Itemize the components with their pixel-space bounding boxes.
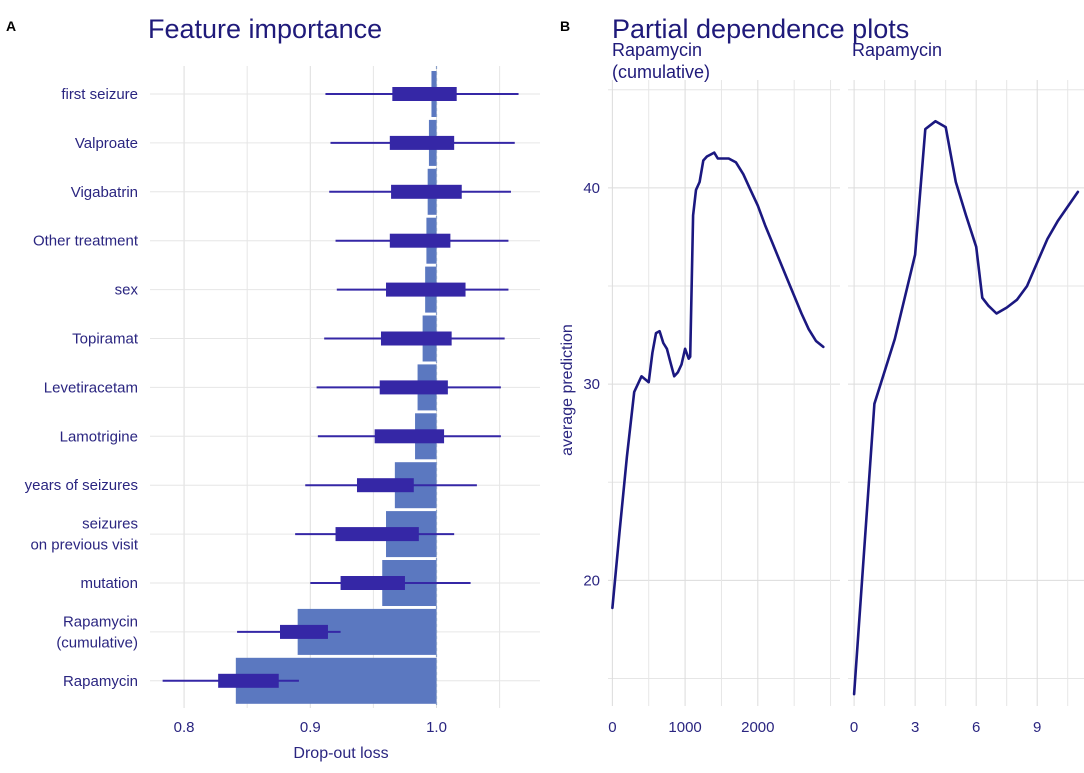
feature-label-line: Rapamycin	[63, 673, 138, 690]
feature-label-line: sex	[115, 282, 139, 299]
x-tick-label: 6	[972, 719, 980, 736]
x-axis-title: Drop-out loss	[293, 745, 388, 762]
y-axis-ticks: 20 30 40	[583, 180, 600, 589]
x-tick-label: 3	[911, 719, 919, 736]
x-tick-label: 1000	[668, 719, 701, 736]
panel-a-letter: A	[6, 18, 16, 34]
feature-label: years of seizures	[25, 477, 138, 494]
y-tick-label: 20	[583, 572, 600, 589]
box-rect	[374, 429, 445, 444]
panel-b-letter: B	[560, 18, 570, 34]
feature-label: first seizure	[61, 86, 138, 103]
feature-label-line: Levetiracetam	[44, 379, 138, 396]
x-axis-ticks: 0.8 0.9 1.0	[174, 719, 447, 736]
feature-label: sex	[115, 282, 139, 299]
box-rect	[386, 282, 466, 297]
feature-importance-boxplots	[162, 87, 519, 688]
box-rect	[389, 233, 451, 248]
feature-label-line: mutation	[80, 575, 138, 592]
feature-label: seizures on previous visit	[30, 516, 138, 554]
facet-rapamycin-cumulative: Rapamycin (cumulative) 0 1000 2000	[608, 40, 840, 736]
box-rect	[335, 527, 419, 542]
feature-importance-title: Feature importance	[148, 14, 382, 44]
feature-label-line: Topiramat	[72, 331, 139, 348]
feature-label-line: Other treatment	[33, 233, 139, 250]
feature-label: mutation	[80, 575, 138, 592]
x-tick-label: 1.0	[426, 719, 447, 736]
box-rect	[379, 380, 448, 395]
box-rect	[392, 87, 457, 101]
feature-label: Lamotrigine	[60, 428, 138, 445]
y-axis-title: average prediction	[559, 324, 576, 456]
facet-strip-label: Rapamycin	[852, 40, 942, 60]
feature-label-line: Vigabatrin	[71, 184, 138, 201]
feature-label-line: (cumulative)	[56, 634, 138, 651]
box-rect	[280, 624, 328, 639]
x-tick-label: 0.9	[300, 719, 321, 736]
feature-label: Topiramat	[72, 331, 139, 348]
facet-strip-label-line: (cumulative)	[612, 62, 710, 82]
partial-dependence-line	[852, 119, 1080, 696]
feature-label-line: years of seizures	[25, 477, 138, 494]
partial-dependence-title: Partial dependence plots	[612, 14, 909, 44]
feature-label: Other treatment	[33, 233, 139, 250]
feature-label-line: on previous visit	[30, 537, 138, 554]
x-tick-label: 2000	[741, 719, 774, 736]
facet-strip-label-line: Rapamycin	[612, 40, 702, 60]
feature-label-line: first seizure	[61, 86, 138, 103]
facet-rapamycin: Rapamycin 0 3 6 9	[848, 40, 1084, 736]
feature-labels: first seizure Valproate Vigabatrin Other tr…	[25, 86, 139, 690]
partial-dependence-panel: B Partial dependence plots average predi…	[559, 14, 1084, 736]
feature-importance-panel: A Feature importance first seizure Valpro…	[6, 14, 540, 762]
y-tick-label: 30	[583, 376, 600, 393]
feature-label-line: Lamotrigine	[60, 428, 138, 445]
feature-label-line: seizures	[82, 516, 138, 533]
feature-label: Rapamycin (cumulative)	[56, 613, 138, 651]
partial-dependence-line	[611, 151, 825, 610]
x-tick-label: 0	[608, 719, 616, 736]
feature-label: Valproate	[75, 135, 138, 152]
x-tick-label: 0	[850, 719, 858, 736]
box-rect	[380, 331, 452, 346]
feature-label: Rapamycin	[63, 673, 138, 690]
box-rect	[218, 673, 279, 688]
box-rect	[389, 135, 455, 150]
feature-label-line: Rapamycin	[63, 613, 138, 630]
box-rect	[391, 184, 462, 199]
y-tick-label: 40	[583, 180, 600, 197]
x-tick-label: 9	[1033, 719, 1041, 736]
facet-strip-label: Rapamycin (cumulative)	[612, 40, 710, 82]
feature-label: Levetiracetam	[44, 379, 138, 396]
box-rect	[340, 576, 405, 590]
facet-strip-label-line: Rapamycin	[852, 40, 942, 60]
x-tick-label: 0.8	[174, 719, 195, 736]
feature-label-line: Valproate	[75, 135, 138, 152]
box-rect	[356, 478, 414, 493]
feature-label: Vigabatrin	[71, 184, 138, 201]
